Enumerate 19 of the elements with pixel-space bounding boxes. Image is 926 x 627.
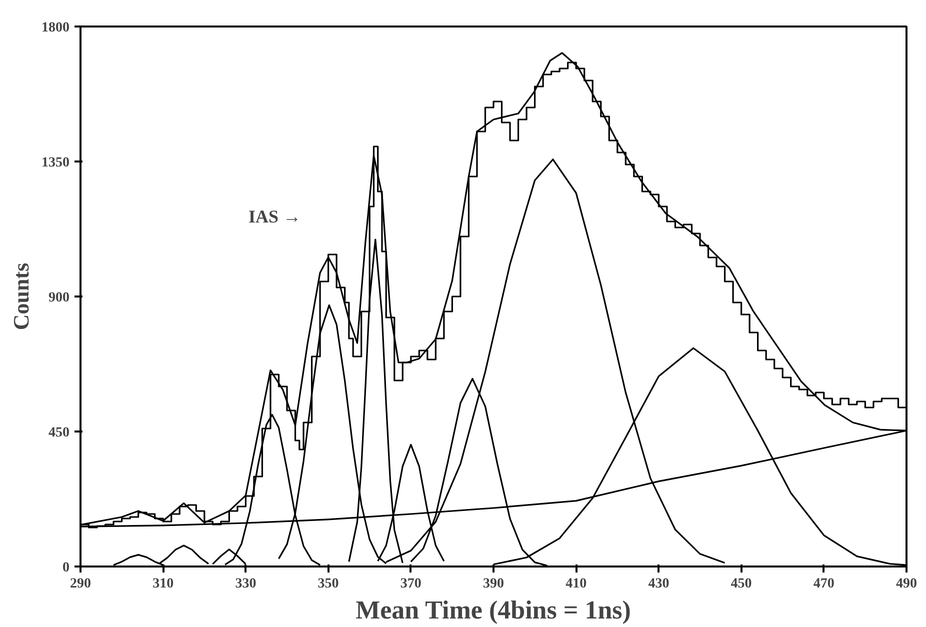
x-axis-title: Mean Time (4bins = 1ns) <box>356 596 631 624</box>
x-tick-label: 330 <box>235 576 256 592</box>
annotation: IAS → <box>248 206 302 226</box>
y-tick-label: 1800 <box>42 20 70 36</box>
x-tick-label: 350 <box>318 576 339 592</box>
x-tick-label: 410 <box>566 576 587 592</box>
y-tick-label: 0 <box>62 560 70 576</box>
y-axis-title: Counts <box>8 262 34 330</box>
x-tick-label: 390 <box>483 576 504 592</box>
x-tick-label: 310 <box>152 576 174 592</box>
x-tick-label: 490 <box>896 576 917 592</box>
x-tick-label: 470 <box>813 576 834 592</box>
x-tick-label: 290 <box>70 576 91 592</box>
y-tick-label: 450 <box>48 426 70 440</box>
x-tick-label: 370 <box>400 576 422 592</box>
x-tick-label: 450 <box>730 576 752 592</box>
x-tick-label: 430 <box>648 576 670 592</box>
y-tick-label: 900 <box>48 290 70 306</box>
y-tick-label: 1350 <box>42 156 70 170</box>
